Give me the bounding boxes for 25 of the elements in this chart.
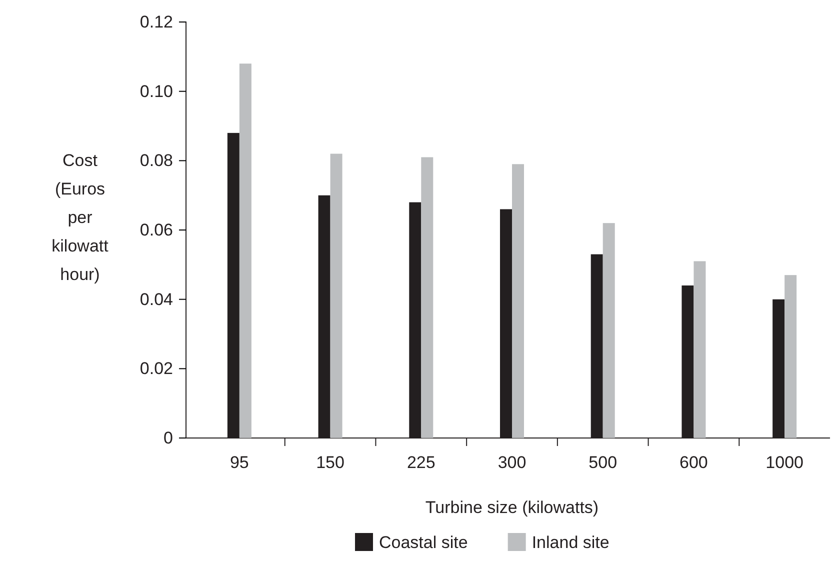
bar — [602, 223, 615, 438]
x-tick-label: 150 — [316, 453, 344, 472]
bar — [784, 275, 797, 438]
y-tick-label: 0 — [164, 428, 173, 448]
x-tick-label: 225 — [406, 453, 436, 472]
bar — [694, 261, 706, 438]
x-tick-label: 95 — [230, 453, 249, 472]
bar — [512, 164, 524, 438]
x-tick-label: 1000 — [766, 453, 804, 472]
x-tick-label: 500 — [588, 453, 618, 472]
y-tick-label: 0.04 — [140, 290, 173, 309]
y-tick-label: 0.10 — [140, 82, 173, 101]
y-tick-label: 0.12 — [140, 12, 173, 32]
legend-label: Coastal site — [379, 533, 468, 552]
x-tick-label: 600 — [680, 453, 708, 472]
y-axis-title: Cost (Euros per kilowatt hour) — [52, 151, 109, 284]
x-tick-label: 300 — [498, 453, 526, 472]
bar — [421, 157, 434, 438]
y-tick-label: 0.06 — [140, 220, 173, 240]
bar — [330, 154, 342, 438]
legend-label: Inland site — [532, 533, 610, 552]
y-tick-label: 0.02 — [140, 359, 173, 378]
y-tick-label: 0.08 — [140, 151, 173, 170]
x-axis-title: Turbine size (kilowatts) — [425, 498, 599, 517]
bar — [239, 64, 252, 438]
